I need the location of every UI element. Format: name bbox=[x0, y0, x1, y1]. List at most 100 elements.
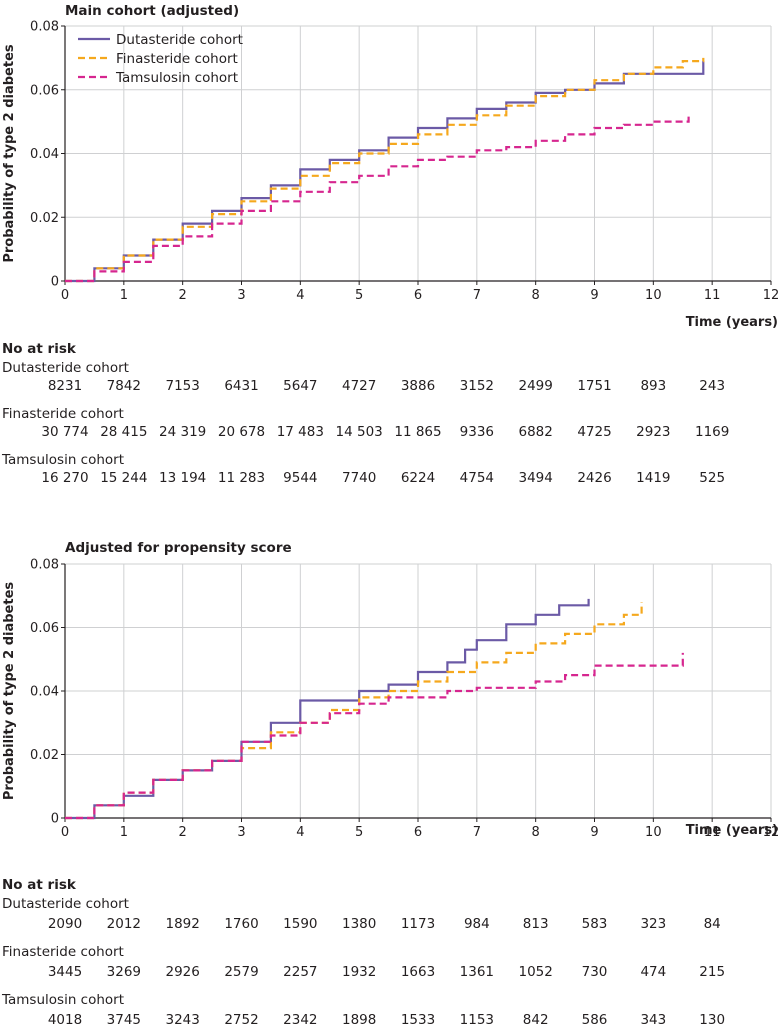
risk-count: 1153 bbox=[460, 1012, 494, 1028]
y-tick-label: 0.02 bbox=[30, 211, 59, 226]
risk-count: 1932 bbox=[342, 964, 376, 980]
risk-count: 2499 bbox=[518, 378, 552, 394]
risk-count: 11 865 bbox=[394, 424, 441, 440]
x-axis-title: Time (years) bbox=[686, 315, 778, 330]
risk-count: 3445 bbox=[48, 964, 82, 980]
x-tick-label: 7 bbox=[473, 825, 481, 840]
risk-row-label: Dutasteride cohort bbox=[2, 360, 129, 376]
risk-count: 3152 bbox=[460, 378, 494, 394]
risk-count: 9544 bbox=[283, 470, 317, 486]
risk-row-label: Finasteride cohort bbox=[2, 944, 124, 960]
risk-count: 7153 bbox=[165, 378, 199, 394]
y-tick-label: 0.04 bbox=[30, 147, 59, 162]
risk-count: 11 283 bbox=[218, 470, 265, 486]
risk-count: 1361 bbox=[460, 964, 494, 980]
x-tick-label: 2 bbox=[179, 825, 187, 840]
x-tick-label: 8 bbox=[532, 288, 540, 303]
y-tick-label: 0.08 bbox=[30, 20, 59, 35]
risk-table-heading: No at risk bbox=[2, 341, 77, 357]
chart-title: Main cohort (adjusted) bbox=[65, 3, 239, 19]
risk-count: 4018 bbox=[48, 1012, 82, 1028]
x-tick-label: 5 bbox=[355, 825, 363, 840]
risk-count: 1173 bbox=[401, 916, 435, 932]
risk-count: 2342 bbox=[283, 1012, 317, 1028]
series-line-finasteride bbox=[65, 57, 705, 283]
risk-count: 3269 bbox=[107, 964, 141, 980]
y-tick-label: 0.06 bbox=[30, 83, 59, 98]
risk-count: 1892 bbox=[165, 916, 199, 932]
risk-count: 1898 bbox=[342, 1012, 376, 1028]
risk-count: 3494 bbox=[518, 470, 552, 486]
y-tick-label: 0.06 bbox=[30, 621, 59, 636]
risk-count: 1052 bbox=[518, 964, 552, 980]
risk-count: 2923 bbox=[636, 424, 670, 440]
risk-count: 16 270 bbox=[41, 470, 88, 486]
x-tick-label: 7 bbox=[473, 288, 481, 303]
risk-count: 17 483 bbox=[277, 424, 324, 440]
risk-count: 30 774 bbox=[41, 424, 88, 440]
y-axis-title: Probability of type 2 diabetes bbox=[2, 582, 17, 801]
risk-count: 15 244 bbox=[100, 470, 147, 486]
x-tick-label: 0 bbox=[61, 825, 69, 840]
risk-count: 28 415 bbox=[100, 424, 147, 440]
series-line-finasteride bbox=[65, 602, 643, 820]
x-tick-label: 2 bbox=[179, 288, 187, 303]
risk-count: 1760 bbox=[224, 916, 258, 932]
risk-count: 130 bbox=[699, 1012, 725, 1028]
x-tick-label: 12 bbox=[763, 825, 780, 840]
risk-count: 842 bbox=[523, 1012, 549, 1028]
risk-count: 984 bbox=[464, 916, 490, 932]
risk-count: 215 bbox=[699, 964, 725, 980]
risk-count: 2752 bbox=[224, 1012, 258, 1028]
series-line-dutasteride bbox=[65, 61, 705, 283]
y-tick-label: 0.08 bbox=[30, 558, 59, 573]
risk-count: 7842 bbox=[107, 378, 141, 394]
x-tick-label: 4 bbox=[296, 288, 304, 303]
risk-count: 3243 bbox=[165, 1012, 199, 1028]
x-tick-label: 0 bbox=[61, 288, 69, 303]
risk-count: 525 bbox=[699, 470, 725, 486]
risk-count: 243 bbox=[699, 378, 725, 394]
risk-count: 3886 bbox=[401, 378, 435, 394]
risk-count: 14 503 bbox=[336, 424, 383, 440]
risk-row-label: Tamsulosin cohort bbox=[1, 992, 124, 1008]
x-tick-label: 12 bbox=[763, 288, 780, 303]
risk-count: 2426 bbox=[577, 470, 611, 486]
risk-count: 2090 bbox=[48, 916, 82, 932]
legend-label: Dutasteride cohort bbox=[116, 32, 243, 48]
risk-count: 813 bbox=[523, 916, 549, 932]
x-tick-label: 3 bbox=[237, 825, 245, 840]
x-tick-label: 10 bbox=[645, 288, 662, 303]
y-tick-label: 0.04 bbox=[30, 685, 59, 700]
risk-count: 24 319 bbox=[159, 424, 206, 440]
x-tick-label: 8 bbox=[532, 825, 540, 840]
risk-count: 84 bbox=[704, 916, 721, 932]
x-tick-label: 11 bbox=[704, 288, 721, 303]
risk-row-label: Dutasteride cohort bbox=[2, 896, 129, 912]
legend-label: Finasteride cohort bbox=[116, 51, 238, 67]
risk-count: 5647 bbox=[283, 378, 317, 394]
x-tick-label: 1 bbox=[120, 288, 128, 303]
x-axis-title: Time (years) bbox=[686, 823, 778, 838]
x-tick-label: 10 bbox=[645, 825, 662, 840]
risk-count: 893 bbox=[640, 378, 666, 394]
risk-count: 1751 bbox=[577, 378, 611, 394]
x-tick-label: 3 bbox=[237, 288, 245, 303]
risk-count: 323 bbox=[640, 916, 666, 932]
risk-count: 8231 bbox=[48, 378, 82, 394]
chart-title: Adjusted for propensity score bbox=[65, 540, 292, 556]
risk-count: 2012 bbox=[107, 916, 141, 932]
risk-count: 730 bbox=[582, 964, 608, 980]
x-tick-label: 6 bbox=[414, 825, 422, 840]
x-tick-label: 4 bbox=[296, 825, 304, 840]
x-tick-label: 5 bbox=[355, 288, 363, 303]
x-tick-label: 11 bbox=[704, 825, 721, 840]
risk-count: 1380 bbox=[342, 916, 376, 932]
y-axis-title: Probability of type 2 diabetes bbox=[2, 44, 17, 263]
risk-count: 3745 bbox=[107, 1012, 141, 1028]
risk-count: 2926 bbox=[165, 964, 199, 980]
risk-count: 1663 bbox=[401, 964, 435, 980]
series-line-tamsulosin bbox=[65, 652, 684, 820]
